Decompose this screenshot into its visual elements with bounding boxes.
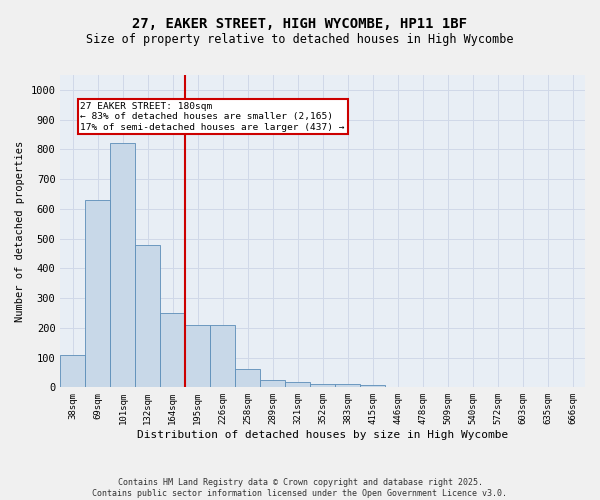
X-axis label: Distribution of detached houses by size in High Wycombe: Distribution of detached houses by size … — [137, 430, 508, 440]
Text: Contains HM Land Registry data © Crown copyright and database right 2025.
Contai: Contains HM Land Registry data © Crown c… — [92, 478, 508, 498]
Bar — [210, 325, 235, 388]
Bar — [310, 384, 335, 388]
Bar — [136, 244, 160, 388]
Text: 27 EAKER STREET: 180sqm
← 83% of detached houses are smaller (2,165)
17% of semi: 27 EAKER STREET: 180sqm ← 83% of detache… — [80, 102, 345, 132]
Bar — [235, 370, 260, 388]
Bar — [110, 144, 136, 388]
Y-axis label: Number of detached properties: Number of detached properties — [15, 140, 25, 322]
Bar — [285, 382, 310, 388]
Text: 27, EAKER STREET, HIGH WYCOMBE, HP11 1BF: 27, EAKER STREET, HIGH WYCOMBE, HP11 1BF — [133, 18, 467, 32]
Bar — [185, 325, 210, 388]
Text: Size of property relative to detached houses in High Wycombe: Size of property relative to detached ho… — [86, 32, 514, 46]
Bar — [360, 385, 385, 388]
Bar — [85, 200, 110, 388]
Bar — [335, 384, 360, 388]
Bar — [260, 380, 285, 388]
Bar — [61, 354, 85, 388]
Bar — [160, 313, 185, 388]
